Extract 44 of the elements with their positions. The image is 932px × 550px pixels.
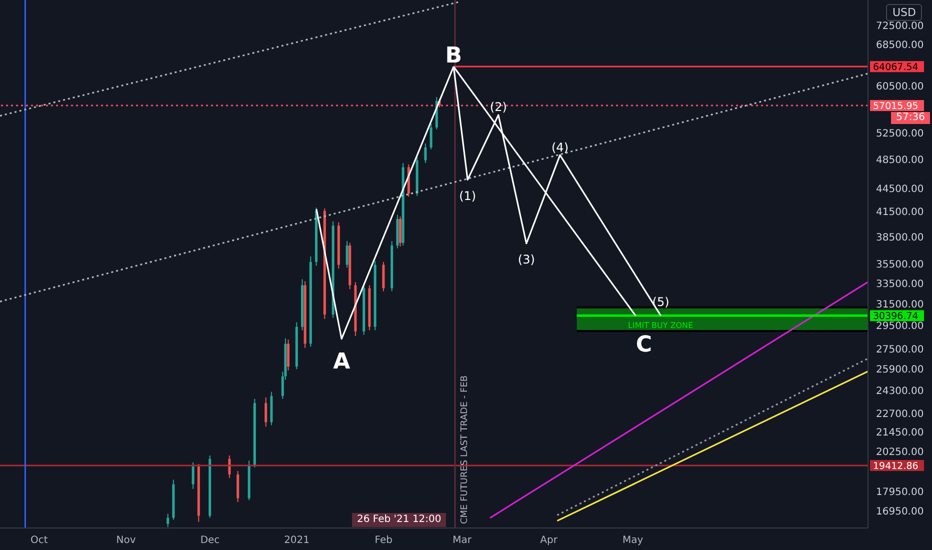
data-label: 30396.74 xyxy=(873,311,918,322)
y-tick-label: 27500.00 xyxy=(876,344,924,356)
y-tick-label: 52500.00 xyxy=(876,128,924,140)
text: 57:36 xyxy=(891,112,930,124)
annotation: (3) xyxy=(518,252,535,267)
x-tick-label: 2021 xyxy=(284,535,310,546)
y-tick-label: 20250.00 xyxy=(876,446,924,458)
y-tick-label: 24300.00 xyxy=(876,386,924,398)
annotation: C xyxy=(636,332,652,358)
annotation: 26 Feb '21 12:00 xyxy=(352,513,446,527)
y-tick-label: 22700.00 xyxy=(876,408,924,420)
x-tick-label: Dec xyxy=(200,535,220,546)
annotation: (2) xyxy=(490,100,507,114)
ref-line-label: 57015.95 xyxy=(873,101,918,112)
annotation: LIMIT BUY ZONE xyxy=(628,321,694,331)
x-tick-label: May xyxy=(622,535,644,546)
data-label: 64067.54 xyxy=(873,62,918,74)
y-tick-label: 68500.00 xyxy=(876,40,924,51)
x-tick-label: Mar xyxy=(452,535,472,546)
ref-line-label: 19412.86 xyxy=(873,460,918,472)
y-tick-label: 41500.00 xyxy=(876,207,924,218)
y-tick-label: 44500.00 xyxy=(876,184,924,195)
y-tick-label: 38500.00 xyxy=(876,232,924,244)
y-tick-label: 72500.00 xyxy=(876,20,924,32)
y-tick-label: 31500.00 xyxy=(876,299,924,310)
y-tick-label: 33500.00 xyxy=(876,278,924,290)
annotation: (1) xyxy=(459,188,476,203)
y-axis-title: USD xyxy=(886,4,922,21)
y-tick-label: 25900.00 xyxy=(876,364,924,376)
x-tick-label: Feb xyxy=(374,535,392,546)
y-tick-label: 21450.00 xyxy=(876,428,924,439)
y-tick-label: 17950.00 xyxy=(876,487,924,498)
ref-line-label: CME FUTURES LAST TRADE - FEB xyxy=(460,375,470,524)
y-tick-label: 48500.00 xyxy=(876,155,924,166)
annotation: A xyxy=(333,350,350,375)
annotation: B xyxy=(445,43,462,68)
x-tick-label: Nov xyxy=(116,535,136,546)
y-tick-label: 35500.00 xyxy=(876,259,924,270)
y-tick-label: 60500.00 xyxy=(876,81,924,92)
y-tick-label: 29500.00 xyxy=(876,321,924,332)
annotation: (4) xyxy=(552,140,568,154)
x-tick-label: Apr xyxy=(540,535,558,546)
y-tick-label: 16950.00 xyxy=(876,506,924,518)
x-tick-label: Oct xyxy=(30,535,48,546)
